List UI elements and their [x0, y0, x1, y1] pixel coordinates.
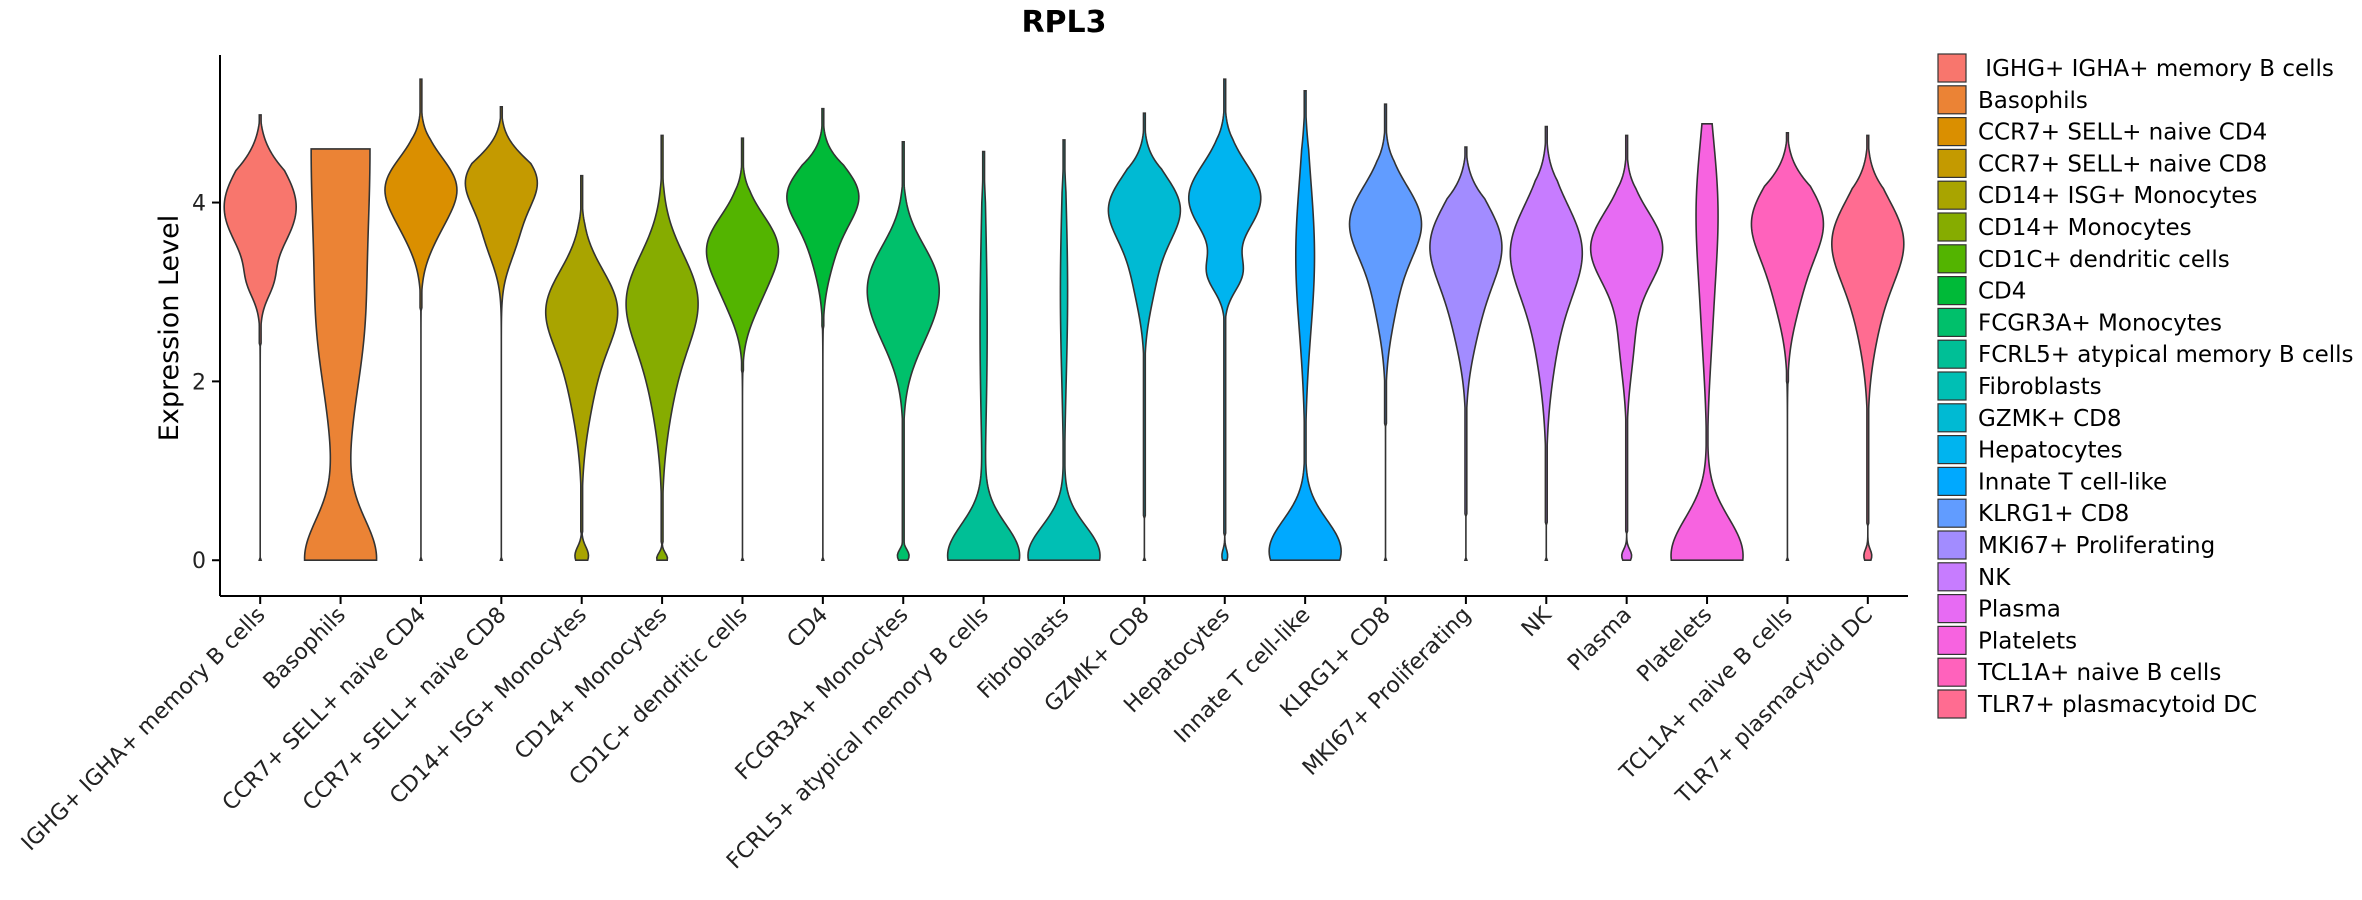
legend-swatch — [1937, 148, 1967, 178]
violin-19 — [1670, 123, 1744, 562]
legend-swatch — [1937, 403, 1967, 433]
legend-label: NK — [1978, 565, 2011, 591]
x-tick-label: CD14+ Monocytes — [510, 603, 672, 765]
violin-17 — [1509, 125, 1584, 562]
violin-1 — [223, 114, 297, 562]
x-tick-label: MKI67+ Proliferating — [1298, 603, 1476, 781]
legend-swatch — [1937, 180, 1967, 210]
legend-label: IGHG+ IGHA+ memory B cells — [1978, 56, 2334, 82]
violin-6 — [625, 134, 699, 562]
legend-swatch — [1937, 466, 1967, 496]
x-tick-label: Platelets — [1633, 603, 1718, 688]
legend-swatch — [1937, 657, 1967, 687]
legend-label: Fibroblasts — [1978, 374, 2102, 400]
legend-label: CD14+ ISG+ Monocytes — [1978, 183, 2257, 209]
violin-9 — [866, 140, 941, 562]
legend-label: GZMK+ CD8 — [1978, 406, 2122, 432]
legend-swatch — [1937, 435, 1967, 465]
legend-swatch — [1937, 85, 1967, 115]
legend-label: CD1C+ dendritic cells — [1978, 247, 2230, 273]
violin-3 — [384, 78, 458, 562]
legend-swatch — [1937, 339, 1967, 369]
violin-16 — [1429, 146, 1503, 562]
legend-swatch — [1937, 212, 1967, 242]
y-tick-label: 2 — [192, 370, 206, 395]
violin-11 — [1027, 139, 1101, 562]
violin-7 — [705, 137, 780, 562]
x-tick-label: CD4 — [783, 603, 833, 653]
legend-label: TLR7+ plasmacytoid DC — [1977, 692, 2257, 718]
violin-5 — [544, 174, 619, 562]
violin-13 — [1187, 78, 1262, 562]
legend-swatch — [1937, 593, 1967, 624]
y-axis-label: Expression Level — [154, 215, 185, 441]
legend-swatch — [1937, 116, 1967, 147]
violin-21 — [1831, 134, 1905, 562]
legend-swatch — [1937, 307, 1967, 337]
legend-swatch — [1937, 53, 1967, 83]
violin-18 — [1589, 134, 1664, 562]
violin-14 — [1268, 89, 1342, 562]
x-tick-labels: IGHG+ IGHA+ memory B cellsBasophilsCCR7+… — [17, 596, 1878, 874]
violin-8 — [786, 107, 860, 562]
violin-12 — [1107, 112, 1182, 562]
legend-label: CD14+ Monocytes — [1978, 215, 2192, 241]
legend-label: Plasma — [1978, 597, 2061, 623]
x-tick-label: Plasma — [1563, 603, 1637, 677]
x-tick-label: Innate T cell-like — [1170, 603, 1316, 749]
legend-label: Innate T cell-like — [1978, 469, 2167, 495]
legend-swatch — [1937, 244, 1967, 274]
legend-swatch — [1937, 498, 1967, 528]
legend-label: Hepatocytes — [1978, 438, 2123, 464]
legend-label: FCRL5+ atypical memory B cells — [1978, 342, 2354, 368]
legend-swatch — [1937, 689, 1967, 719]
legend-swatch — [1937, 276, 1967, 306]
violin-20 — [1750, 132, 1825, 562]
x-tick-label: IGHG+ IGHA+ memory B cells — [17, 603, 270, 856]
legend: IGHG+ IGHA+ memory B cells Basophils CCR7+… — [1937, 53, 2354, 719]
violin-10 — [946, 150, 1021, 562]
legend-label: MKI67+ Proliferating — [1978, 533, 2215, 559]
legend-swatch — [1937, 371, 1967, 401]
chart-title: RPL3 — [1021, 5, 1106, 40]
violin-2 — [303, 148, 378, 562]
legend-swatch — [1937, 530, 1967, 560]
violins-group — [223, 78, 1905, 562]
legend-label: CCR7+ SELL+ naive CD8 — [1978, 151, 2267, 177]
legend-label: TCL1A+ naive B cells — [1977, 660, 2221, 686]
legend-label: Basophils — [1978, 88, 2088, 114]
violin-15 — [1348, 103, 1423, 562]
x-tick-label: NK — [1517, 602, 1557, 642]
legend-label: KLRG1+ CD8 — [1978, 501, 2129, 527]
legend-label: Platelets — [1978, 628, 2077, 654]
y-tick-label: 4 — [192, 192, 206, 217]
legend-label: FCGR3A+ Monocytes — [1978, 310, 2222, 336]
legend-swatch — [1937, 625, 1967, 656]
legend-label: CD4 — [1978, 279, 2026, 305]
violin-4 — [464, 106, 539, 562]
y-tick-label: 0 — [192, 549, 206, 574]
legend-swatch — [1937, 562, 1967, 592]
legend-label: CCR7+ SELL+ naive CD4 — [1978, 120, 2267, 146]
